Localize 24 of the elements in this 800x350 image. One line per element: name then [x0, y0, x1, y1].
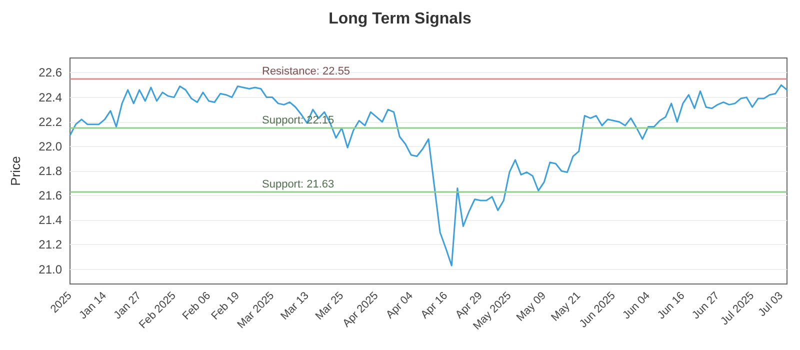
x-tick-label: Jun 04	[620, 290, 652, 322]
ref-line-label: Support: 21.63	[262, 178, 334, 190]
y-tick-label: 21.6	[38, 188, 62, 203]
x-tick-label: Jun 16	[655, 290, 688, 322]
y-tick-label: 21.4	[38, 213, 62, 228]
x-tick-label: May 09	[514, 290, 548, 324]
y-tick-label: 21.0	[38, 262, 62, 276]
y-tick-label: 22.4	[38, 90, 62, 104]
y-tick-label: 22.0	[38, 139, 62, 154]
x-tick-label: Feb 19	[209, 290, 242, 322]
y-tick-label: 22.2	[38, 114, 62, 129]
x-tick-label: Jun 27	[690, 290, 722, 322]
x-tick-label: Apr 16	[418, 290, 450, 322]
x-tick-label: Mar 13	[278, 290, 312, 322]
x-tick-label: Apr 04	[384, 290, 416, 322]
line-series	[69, 84, 788, 266]
ref-line-label: Resistance: 22.55	[262, 65, 350, 78]
y-tick-label: 21.2	[38, 238, 62, 252]
chart-title: Long Term Signals	[328, 10, 472, 28]
y-tick-label: 22.6	[38, 66, 62, 80]
x-tick-label: Jul 03	[756, 290, 786, 319]
y-axis-title: Price	[8, 156, 23, 186]
y-tick-label: 21.8	[38, 164, 62, 178]
x-tick-label: Jan 14	[77, 290, 109, 322]
